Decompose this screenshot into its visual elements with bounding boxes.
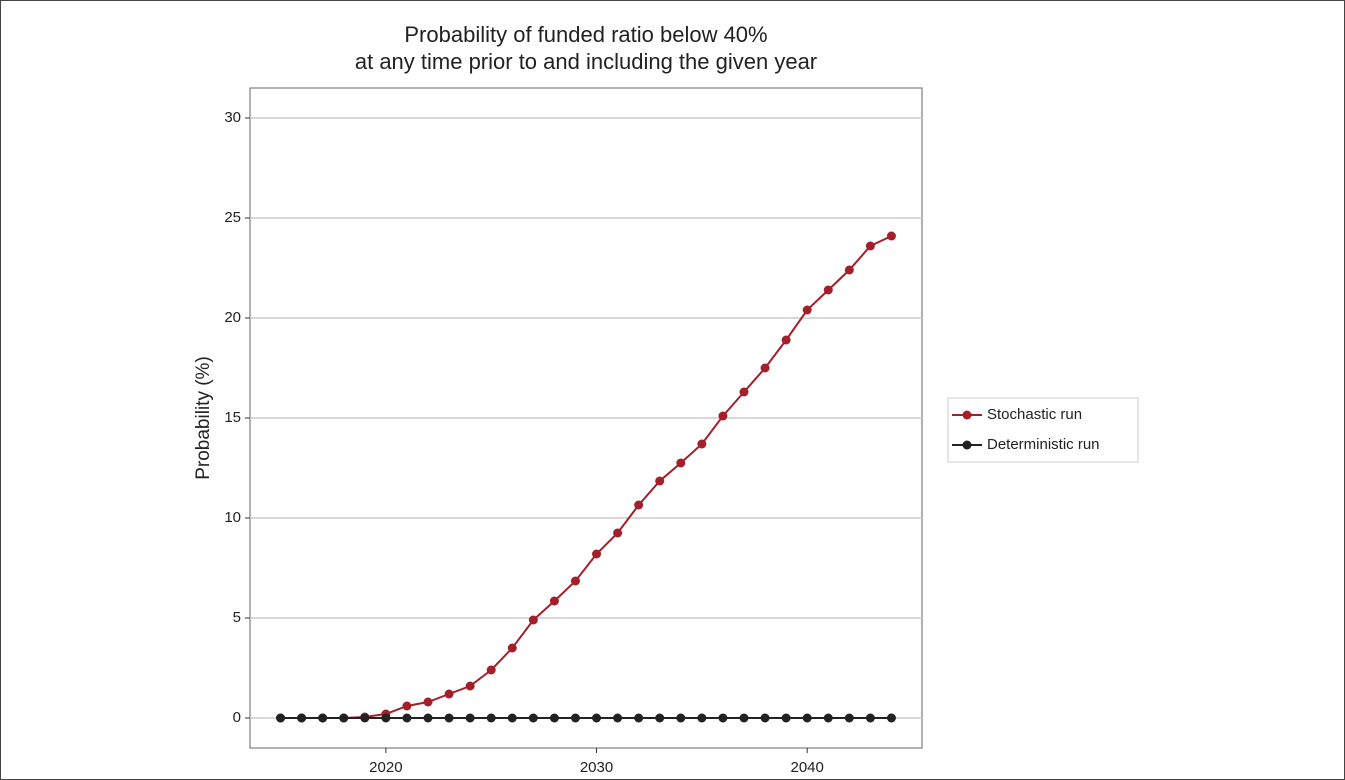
legend-box [947,397,1139,463]
point [528,713,538,723]
point [676,713,686,723]
point [486,665,496,675]
legend-point [962,410,972,420]
point [634,500,644,510]
point [802,713,812,723]
point [655,713,665,723]
point [592,549,602,559]
point [507,713,517,723]
x-tick-label: 2020 [369,759,402,776]
point [444,713,454,723]
point [739,387,749,397]
point [718,713,728,723]
y-tick-label: 20 [224,309,241,326]
chart-title: Probability of funded ratio below 40% [404,22,767,47]
point [381,713,391,723]
point [423,697,433,707]
point [402,701,412,711]
point [823,285,833,295]
legend-label: Deterministic run [987,436,1100,453]
point [360,713,370,723]
point [802,305,812,315]
point [760,713,770,723]
point [781,335,791,345]
y-tick-label: 15 [224,409,241,426]
point [297,713,307,723]
point [570,713,580,723]
point [318,713,328,723]
point [444,689,454,699]
point [276,713,286,723]
point [844,713,854,723]
point [613,713,623,723]
x-tick-label: 2030 [580,759,613,776]
point [865,713,875,723]
y-tick-label: 25 [224,209,241,226]
y-tick-label: 10 [224,509,241,526]
point [886,713,896,723]
point [339,713,349,723]
point [697,713,707,723]
y-axis-title: Probability (%) [193,356,214,480]
y-tick-label: 0 [233,709,241,726]
legend-point [962,440,972,450]
point [739,713,749,723]
point [507,643,517,653]
point [676,458,686,468]
x-tick-label: 2040 [791,759,824,776]
point [844,265,854,275]
y-tick-label: 5 [233,609,241,626]
point [402,713,412,723]
point [823,713,833,723]
point [549,713,559,723]
chart-title: at any time prior to and including the g… [355,49,817,74]
point [760,363,770,373]
point [570,576,580,586]
legend-label: Stochastic run [987,406,1082,423]
point [486,713,496,723]
point [549,596,559,606]
point [465,681,475,691]
point [613,528,623,538]
point [634,713,644,723]
point [465,713,475,723]
point [592,713,602,723]
point [886,231,896,241]
point [655,476,665,486]
point [697,439,707,449]
y-tick-label: 30 [224,109,241,126]
point [528,615,538,625]
point [718,411,728,421]
point [865,241,875,251]
point [423,713,433,723]
point [781,713,791,723]
